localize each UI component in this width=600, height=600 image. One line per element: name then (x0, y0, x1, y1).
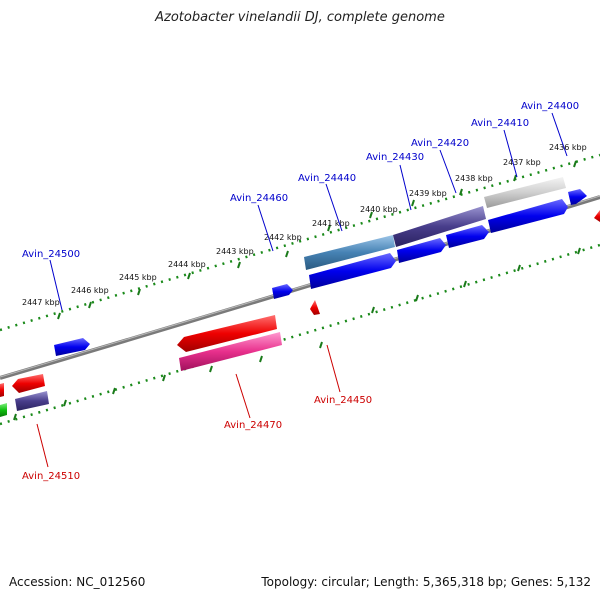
gene-label[interactable]: Avin_24460 (230, 193, 288, 204)
inner-scale-ring (0, 243, 600, 426)
gene-arrow[interactable] (309, 253, 396, 289)
gene-arrow[interactable] (393, 206, 486, 247)
tick-label: 2440 kbp (360, 205, 398, 214)
scale-tick-labels: 2436 kbp 2437 kbp 2438 kbp 2439 kbp 2440… (22, 143, 587, 307)
gene-arrow[interactable] (310, 300, 320, 315)
gene-arrow[interactable] (15, 391, 49, 411)
gene-arrow[interactable] (272, 284, 293, 299)
tick-label: 2436 kbp (549, 143, 587, 152)
gene-label[interactable]: Avin_24400 (521, 101, 579, 112)
gene-label[interactable]: Avin_24420 (411, 138, 469, 149)
gene-arrow[interactable] (177, 315, 277, 352)
reverse-gene-labels: Avin_24450 Avin_24470 Avin_24510 (22, 395, 372, 482)
tick-label: 2438 kbp (455, 174, 493, 183)
outer-major-ticks (57, 160, 577, 320)
tick-label: 2437 kbp (503, 158, 541, 167)
tick-label: 2446 kbp (71, 286, 109, 295)
tick-label: 2445 kbp (119, 273, 157, 282)
gene-label[interactable]: Avin_24430 (366, 152, 424, 163)
tick-label: 2443 kbp (216, 247, 254, 256)
tick-label: 2444 kbp (168, 260, 206, 269)
gene-label[interactable]: Avin_24500 (22, 249, 80, 260)
gene-arrow[interactable] (0, 403, 7, 417)
genome-title: Azotobacter vinelandii DJ, complete geno… (155, 10, 445, 25)
gene-arrow[interactable] (488, 199, 568, 233)
tick-label: 2447 kbp (22, 298, 60, 307)
gene-label[interactable]: Avin_24440 (298, 173, 356, 184)
gene-label[interactable]: Avin_24450 (314, 395, 372, 406)
forward-genes (54, 177, 587, 356)
gene-arrow[interactable] (397, 238, 446, 263)
forward-gene-labels: Avin_24400 Avin_24410 Avin_24420 Avin_24… (22, 101, 579, 260)
gene-arrow[interactable] (446, 225, 489, 248)
forward-leader-lines (49, 112, 568, 311)
gene-arrow[interactable] (54, 338, 90, 356)
accession-text: Accession: NC_012560 (9, 575, 146, 589)
gene-label[interactable]: Avin_24410 (471, 118, 529, 129)
tick-label: 2439 kbp (409, 189, 447, 198)
gene-arrow[interactable] (568, 189, 587, 205)
topology-summary: Topology: circular; Length: 5,365,318 bp… (261, 575, 591, 589)
gene-arrow[interactable] (12, 374, 45, 393)
gene-arrow[interactable] (594, 210, 600, 222)
gene-arrow[interactable] (484, 177, 566, 208)
gene-arrow[interactable] (179, 332, 282, 371)
reverse-leader-lines (36, 344, 341, 468)
reverse-genes (0, 210, 600, 417)
gene-label[interactable]: Avin_24510 (22, 471, 80, 482)
gene-arrow[interactable] (304, 235, 395, 270)
inner-major-ticks (13, 247, 581, 421)
gene-label[interactable]: Avin_24470 (224, 420, 282, 431)
tick-label: 2442 kbp (264, 233, 302, 242)
tick-label: 2441 kbp (312, 219, 350, 228)
gene-arrow[interactable] (0, 383, 4, 397)
